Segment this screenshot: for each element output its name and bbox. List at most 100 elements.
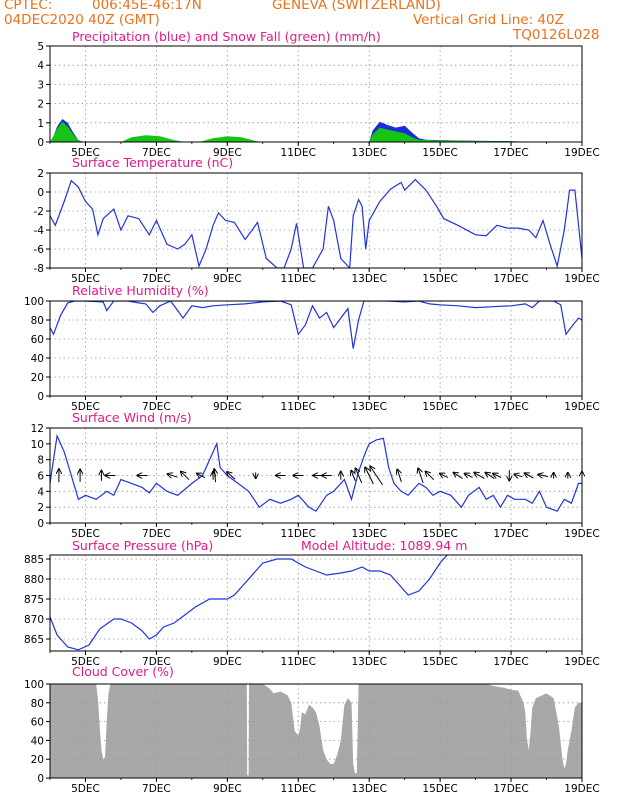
precipitation-title: Precipitation (blue) and Snow Fall (gree… [72, 29, 381, 44]
pressure-x-label: 15DEC [422, 656, 457, 668]
temperature-x-label: 7DEC [142, 273, 171, 285]
cloud-y-label: 40 [31, 735, 44, 747]
cloud-y-label: 20 [31, 754, 44, 766]
wind-y-label: 6 [37, 471, 44, 483]
wind-arrow [418, 468, 424, 484]
humidity-x-label: 15DEC [422, 401, 457, 413]
temperature-x-label: 11DEC [281, 273, 316, 285]
humidity-x-label: 5DEC [71, 401, 100, 413]
wind-x-label: 17DEC [493, 528, 528, 540]
cloud-frame [49, 683, 583, 779]
temperature-y-label: -4 [34, 225, 45, 237]
pressure-x-label: 19DEC [564, 656, 599, 668]
wind-arrow [397, 469, 402, 482]
cloud-x-label: 17DEC [493, 783, 528, 795]
wind-y-label: 12 [31, 423, 44, 435]
wind-arrow [355, 468, 363, 484]
humidity-title: Relative Humidity (%) [72, 283, 209, 298]
header-run: 04DEC2020 40Z (GMT) [4, 12, 160, 28]
cloud-x-label: 15DEC [422, 783, 457, 795]
precipitation-y-label: 3 [37, 79, 44, 91]
model-altitude: Model Altitude: 1089.94 m [301, 538, 467, 553]
wind-title: Surface Wind (m/s) [72, 410, 192, 425]
pressure-y-label: 885 [24, 554, 44, 566]
wind-y-label: 4 [37, 486, 44, 498]
pressure-x-label: 9DEC [213, 656, 242, 668]
wind-arrow [514, 474, 523, 477]
pressure-frame [49, 554, 583, 652]
wind-arrow [474, 472, 485, 480]
temperature-y-label: -2 [34, 206, 44, 218]
wind-arrow [440, 473, 449, 477]
temperature-x-label: 15DEC [422, 273, 457, 285]
cloud-x-label: 11DEC [281, 783, 316, 795]
precipitation-y-label: 0 [37, 137, 44, 149]
precipitation-x-label: 5DEC [71, 147, 100, 159]
precipitation-y-label: 1 [37, 118, 44, 130]
wind-arrow [493, 473, 502, 477]
wind-arrow [167, 474, 178, 477]
wind-y-label: 2 [37, 502, 44, 514]
humidity-x-label: 17DEC [493, 401, 528, 413]
temperature-y-label: 0 [37, 187, 44, 199]
precipitation-x-label: 11DEC [281, 147, 316, 159]
wind-arrow [524, 473, 534, 479]
humidity-x-label: 9DEC [213, 401, 242, 413]
pressure-x-label: 11DEC [281, 656, 316, 668]
precipitation-y-label: 5 [37, 41, 44, 53]
humidity-y-label: 0 [37, 391, 44, 403]
humidity-y-label: 60 [31, 334, 44, 346]
wind-arrow [453, 472, 463, 480]
temperature-title: Surface Temperature (nC) [72, 155, 233, 170]
cloud-x-label: 5DEC [71, 783, 100, 795]
humidity-y-label: 80 [31, 315, 44, 327]
wind-x-label: 7DEC [142, 528, 171, 540]
pressure-x-label: 5DEC [71, 656, 100, 668]
pressure-line [50, 555, 449, 651]
pressure-y-label: 875 [24, 594, 44, 606]
humidity-x-label: 7DEC [142, 401, 171, 413]
header-source: CPTEC: [4, 0, 53, 13]
header-location: GENEVA (SWITZERLAND) [272, 0, 441, 13]
wind-arrow [370, 466, 384, 486]
humidity-y-label: 40 [31, 353, 44, 365]
pressure-y-label: 865 [24, 634, 44, 646]
precipitation-x-label: 7DEC [142, 147, 171, 159]
precipitation-y-label: 2 [37, 99, 44, 111]
wind-x-label: 19DEC [564, 528, 599, 540]
cloud-x-label: 19DEC [564, 783, 599, 795]
wind-x-label: 11DEC [281, 528, 316, 540]
header-grid-line: Vertical Grid Line: 40Z [413, 12, 564, 28]
cloud-x-label: 9DEC [213, 783, 242, 795]
humidity-frame [49, 300, 583, 397]
temperature-x-label: 5DEC [71, 273, 100, 285]
wind-arrow [181, 471, 190, 481]
precipitation-frame [49, 45, 583, 143]
temperature-x-label: 17DEC [493, 273, 528, 285]
cloud-y-label: 60 [31, 717, 44, 729]
cloud-y-label: 80 [31, 698, 44, 710]
precipitation-x-label: 9DEC [213, 147, 242, 159]
header-code: TQ0126L028 [513, 27, 600, 43]
wind-arrow [227, 472, 236, 480]
temperature-frame [49, 172, 583, 269]
humidity-line [50, 301, 582, 349]
wind-arrow [214, 469, 215, 483]
humidity-y-label: 100 [24, 296, 44, 308]
wind-arrow [365, 467, 374, 485]
wind-x-label: 5DEC [71, 528, 100, 540]
wind-y-label: 8 [37, 455, 44, 467]
humidity-x-label: 13DEC [351, 401, 386, 413]
temperature-x-label: 13DEC [351, 273, 386, 285]
cloud-cover-area [50, 684, 582, 778]
wind-line [50, 433, 582, 512]
cloud-x-label: 7DEC [142, 783, 171, 795]
humidity-x-label: 19DEC [564, 401, 599, 413]
wind-arrow [425, 471, 435, 481]
temperature-y-label: -8 [34, 263, 44, 275]
pressure-title: Surface Pressure (hPa) [72, 538, 213, 553]
temperature-y-label: 2 [37, 168, 44, 180]
cloud-y-label: 0 [37, 773, 44, 785]
